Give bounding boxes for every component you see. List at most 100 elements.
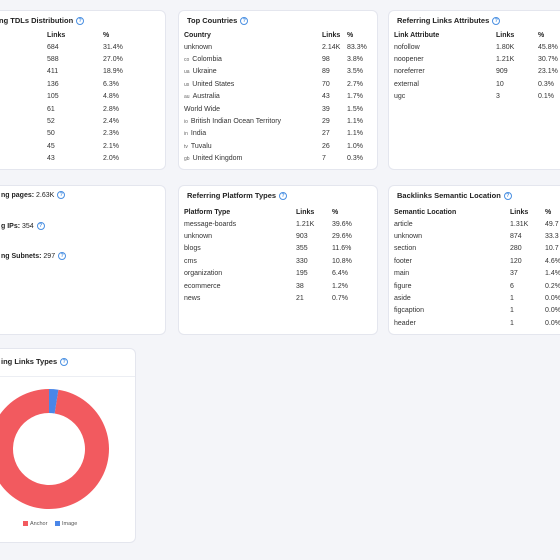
link-attribute-cell: noreferrer <box>394 68 425 76</box>
info-icon[interactable]: ? <box>58 252 67 260</box>
percent-cell: 30.7% <box>538 56 558 64</box>
table-row[interactable]: section 280 10.7 <box>394 243 560 255</box>
col-header-semantic-location: Semantic Location <box>394 208 457 216</box>
table-row[interactable]: 684 31.4% <box>47 41 157 53</box>
links-cell: 903 <box>296 233 308 241</box>
table-row[interactable]: news 21 0.7% <box>184 292 374 304</box>
table-row[interactable]: 105 4.8% <box>47 91 157 103</box>
percent-cell: 2.4% <box>103 118 119 126</box>
table-row[interactable]: tv Tuvalu 26 1.0% <box>184 140 374 152</box>
info-icon[interactable]: ? <box>492 17 501 26</box>
table-row[interactable]: World Wide 39 1.5% <box>184 103 374 115</box>
col-header-country: Country <box>184 31 211 39</box>
top-countries-card: Top Countries? Country Links % unknown 2.… <box>178 10 378 170</box>
table-row[interactable]: in India 27 1.1% <box>184 128 374 140</box>
info-icon[interactable]: ? <box>240 17 249 26</box>
percent-cell: 0.2% <box>545 282 560 290</box>
links-cell: 909 <box>496 68 508 76</box>
info-icon[interactable]: ? <box>279 192 288 201</box>
links-cell: 21 <box>296 295 304 303</box>
links-cell: 6 <box>510 282 514 290</box>
country-cell: au Australia <box>184 91 322 103</box>
percent-cell: 39.6% <box>332 220 352 228</box>
table-row[interactable]: noopener 1.21K 30.7% <box>394 53 560 65</box>
percent-cell: 1.1% <box>347 118 363 126</box>
table-row[interactable]: co Colombia 98 3.8% <box>184 53 374 65</box>
platform-type-cell: organization <box>184 270 223 278</box>
table-row[interactable]: 50 2.3% <box>47 128 157 140</box>
col-header-pct: % <box>545 208 552 216</box>
table-row[interactable]: main 37 1.4% <box>394 268 560 280</box>
info-icon[interactable]: ? <box>60 358 69 367</box>
table-row[interactable]: 43 2.0% <box>47 153 157 165</box>
table-row[interactable]: unknown 2.14K 83.3% <box>184 41 374 53</box>
link-types-donut-chart <box>0 389 109 509</box>
table-row[interactable]: 52 2.4% <box>47 115 157 127</box>
info-icon[interactable]: ? <box>57 191 66 199</box>
referring-ips-stat: g IPs: 354? <box>1 222 45 230</box>
percent-cell: 23.1% <box>538 68 558 76</box>
table-row[interactable]: cms 330 10.8% <box>184 255 374 267</box>
links-cell: 105 <box>47 93 59 101</box>
table-row[interactable]: io British Indian Ocean Territory 29 1.1% <box>184 115 374 127</box>
info-icon[interactable]: ? <box>503 192 512 201</box>
table-row[interactable]: header 1 0.0% <box>394 317 560 329</box>
col-header-pct: % <box>332 208 339 216</box>
donut-slice-image[interactable] <box>49 389 59 414</box>
table-row[interactable]: unknown 903 29.6% <box>184 230 374 242</box>
table-row[interactable]: external 10 0.3% <box>394 78 560 90</box>
table-row[interactable]: article 1.31K 49.7 <box>394 218 560 230</box>
attributes-title: Referring Links Attributes? <box>397 16 501 26</box>
table-row[interactable]: ugc 3 0.1% <box>394 91 560 103</box>
platforms-title-text: Referring Platform Types <box>187 191 277 200</box>
table-row[interactable]: 45 2.1% <box>47 140 157 152</box>
table-row[interactable]: figcaption 1 0.0% <box>394 305 560 317</box>
table-row[interactable]: noreferrer 909 23.1% <box>394 66 560 78</box>
table-row[interactable]: blogs 355 11.6% <box>184 243 374 255</box>
table-row[interactable]: 411 18.9% <box>47 66 157 78</box>
links-cell: 136 <box>47 80 59 88</box>
percent-cell: 0.0% <box>545 295 560 303</box>
links-cell: 3 <box>496 93 500 101</box>
table-row[interactable]: ua Ukraine 89 3.5% <box>184 66 374 78</box>
percent-cell: 10.8% <box>332 257 352 265</box>
table-row[interactable]: organization 195 6.4% <box>184 268 374 280</box>
table-row[interactable]: nofollow 1.80K 45.8% <box>394 41 560 53</box>
table-row[interactable]: gb United Kingdom 7 0.3% <box>184 153 374 165</box>
table-row[interactable]: ecommerce 38 1.2% <box>184 280 374 292</box>
legend-item-anchor[interactable]: Anchor <box>23 521 47 527</box>
semantic-location-cell: header <box>394 319 416 327</box>
countries-title-text: Top Countries <box>187 16 238 25</box>
semantic-location-cell: unknown <box>394 233 423 241</box>
donut-slice-anchor[interactable] <box>0 389 109 509</box>
table-row[interactable]: figure 6 0.2% <box>394 280 560 292</box>
table-row[interactable]: footer 120 4.6% <box>394 255 560 267</box>
legend-item-image[interactable]: Image <box>54 521 77 527</box>
link-attribute-cell: external <box>394 80 419 88</box>
links-cell: 1.31K <box>510 220 529 228</box>
table-row[interactable]: 61 2.8% <box>47 103 157 115</box>
referring-ips-value: 354 <box>22 222 34 230</box>
table-row[interactable]: us United States 70 2.7% <box>184 78 374 90</box>
table-row[interactable]: 136 6.3% <box>47 78 157 90</box>
platform-type-cell: news <box>184 295 201 303</box>
tlds-title-text: ng TDLs Distribution <box>0 16 74 25</box>
country-name: United Kingdom <box>192 155 243 163</box>
col-header-link-attribute: Link Attribute <box>394 31 440 39</box>
percent-cell: 27.0% <box>103 56 123 64</box>
info-icon[interactable]: ? <box>36 222 45 230</box>
table-row[interactable]: 588 27.0% <box>47 53 157 65</box>
links-cell: 1.21K <box>496 56 515 64</box>
table-row[interactable]: unknown 874 33.3 <box>394 230 560 242</box>
semantic-title: Backlinks Semantic Location? <box>397 191 512 201</box>
table-row[interactable]: au Australia 43 1.7% <box>184 91 374 103</box>
table-row[interactable]: message-boards 1.21K 39.6% <box>184 218 374 230</box>
table-row[interactable]: aside 1 0.0% <box>394 292 560 304</box>
links-cell: 50 <box>47 130 55 138</box>
links-cell: 29 <box>322 118 330 126</box>
info-icon[interactable]: ? <box>76 17 85 26</box>
col-header-platform-type: Platform Type <box>184 208 231 216</box>
platform-type-cell: blogs <box>184 245 201 253</box>
links-cell: 61 <box>47 105 55 113</box>
links-cell: 43 <box>322 93 330 101</box>
